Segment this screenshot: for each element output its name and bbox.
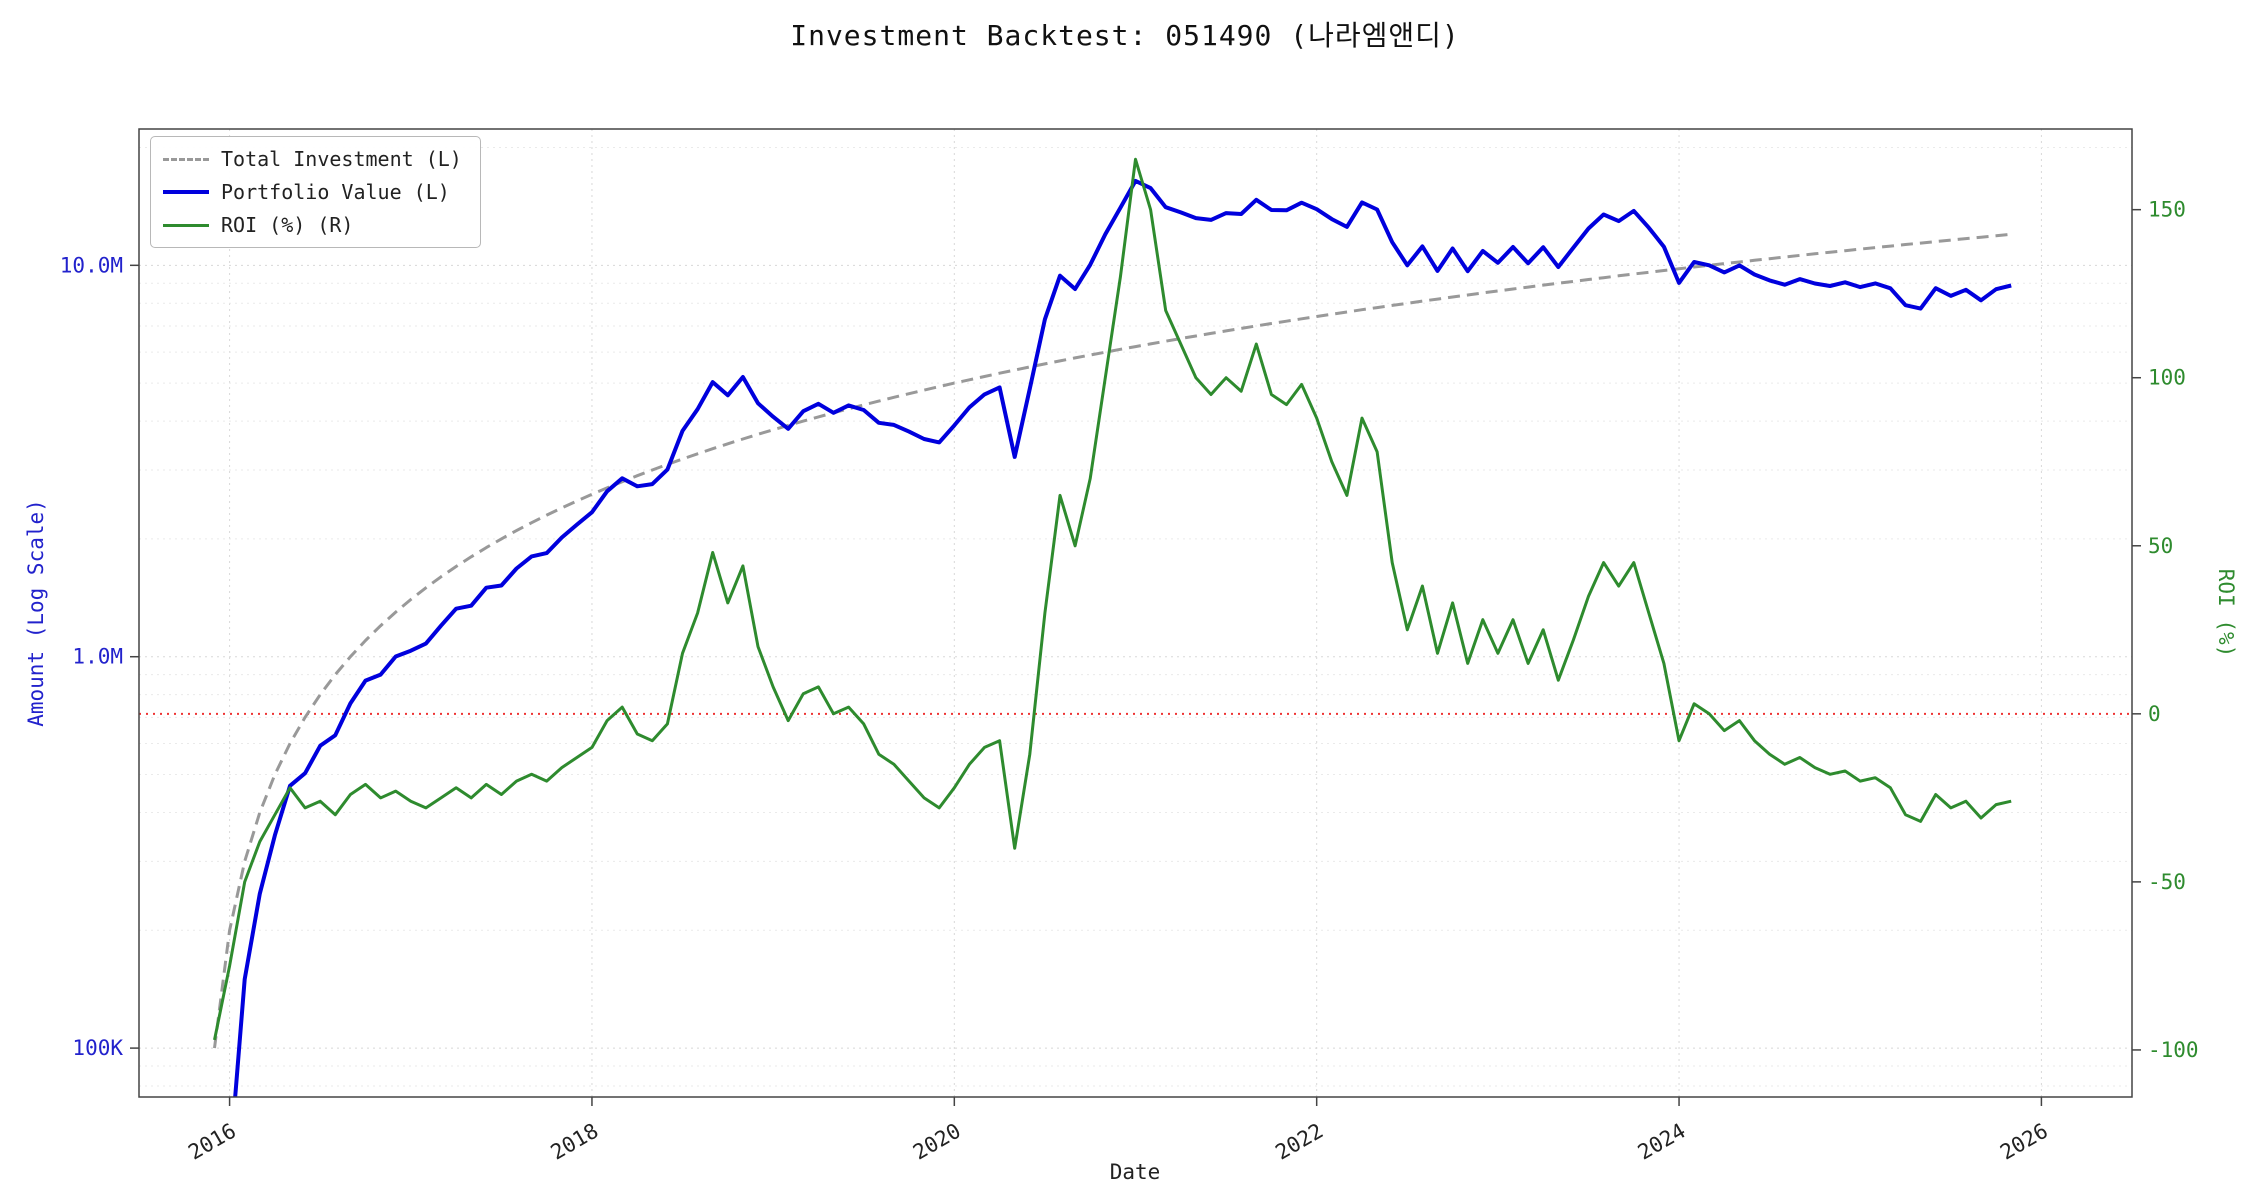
svg-text:2026: 2026 <box>1996 1119 2052 1165</box>
legend: Total Investment (L) Portfolio Value (L)… <box>150 136 481 248</box>
svg-text:-50: -50 <box>2148 870 2186 894</box>
svg-text:2020: 2020 <box>909 1119 965 1165</box>
svg-text:150: 150 <box>2148 198 2186 222</box>
legend-label-roi: ROI (%) (R) <box>221 213 354 237</box>
legend-item-roi: ROI (%) (R) <box>163 213 462 237</box>
total-investment-line <box>213 232 2012 1049</box>
axes-layer: 100K 1.0M 10.0M -100 -50 0 50 100 150 2016 2018 202… <box>60 198 2199 1165</box>
svg-text:2016: 2016 <box>184 1119 240 1165</box>
portfolio-value-line-sample <box>163 190 209 194</box>
svg-text:2024: 2024 <box>1634 1119 1690 1165</box>
series-layer <box>139 157 2132 1097</box>
chart-title: Investment Backtest: 051490 (나라엠앤디) <box>790 19 1460 52</box>
legend-label-portfolio-value: Portfolio Value (L) <box>221 180 450 204</box>
grid-layer <box>139 129 2132 1097</box>
portfolio-value-line <box>233 178 2012 1097</box>
roi-line-sample <box>163 223 209 227</box>
svg-text:2018: 2018 <box>547 1119 603 1165</box>
total-investment-line-sample <box>163 157 209 161</box>
roi-line <box>213 157 2012 1041</box>
svg-text:2022: 2022 <box>1271 1119 1327 1165</box>
right-y-axis-label: ROI (%) <box>2214 568 2238 658</box>
svg-text:100: 100 <box>2148 366 2186 390</box>
left-y-axis-label: Amount (Log Scale) <box>24 499 48 727</box>
legend-item-total-investment: Total Investment (L) <box>163 147 462 171</box>
x-axis-label: Date <box>1109 1160 1161 1184</box>
svg-text:100K: 100K <box>72 1036 123 1060</box>
legend-item-portfolio-value: Portfolio Value (L) <box>163 180 462 204</box>
svg-text:1.0M: 1.0M <box>72 645 123 669</box>
plot-border <box>138 128 2133 1098</box>
svg-text:-100: -100 <box>2148 1038 2199 1062</box>
legend-label-total-investment: Total Investment (L) <box>221 147 462 171</box>
svg-text:0: 0 <box>2148 702 2161 726</box>
svg-text:10.0M: 10.0M <box>60 253 123 277</box>
svg-text:50: 50 <box>2148 534 2173 558</box>
